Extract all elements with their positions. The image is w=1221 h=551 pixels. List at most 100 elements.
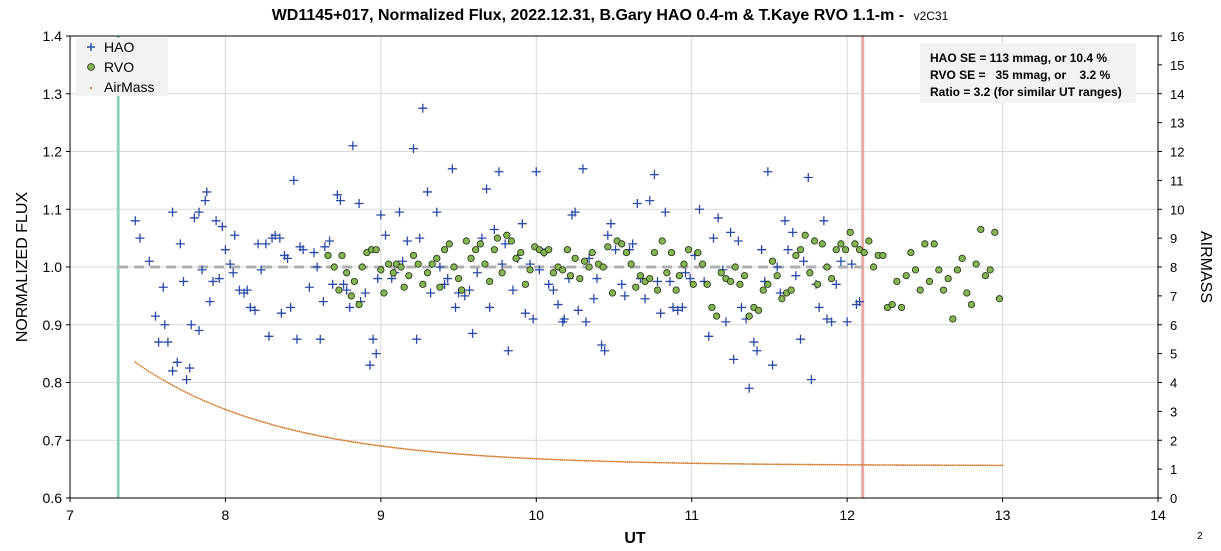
- airmass-point: [658, 461, 661, 464]
- rvo-point: [433, 254, 441, 262]
- airmass-point: [727, 462, 730, 465]
- hao-point: [418, 103, 428, 113]
- airmass-point: [639, 461, 642, 464]
- airmass-point: [623, 460, 625, 463]
- rvo-point: [350, 277, 359, 286]
- airmass-point: [382, 445, 385, 448]
- airmass-point: [755, 463, 758, 466]
- hao-point: [578, 164, 588, 174]
- airmass-point: [434, 451, 437, 453]
- x-axis-ticks: 7 8 9 10 11 12 13 14: [66, 498, 1166, 523]
- hao-point: [312, 262, 322, 272]
- airmass-point: [513, 456, 515, 459]
- hao-point: [415, 233, 425, 243]
- airmass-point: [865, 464, 868, 466]
- airmass-point: [693, 462, 696, 465]
- hao-series: [130, 103, 865, 393]
- airmass-point: [447, 452, 450, 455]
- hao-point: [208, 276, 218, 286]
- airmass-point: [856, 463, 858, 466]
- airmass-point: [940, 464, 942, 467]
- airmass-point: [734, 462, 737, 465]
- hao-point: [528, 314, 538, 324]
- airmass-point: [565, 459, 568, 461]
- airmass-point: [813, 463, 816, 466]
- airmass-point: [731, 462, 734, 465]
- airmass-point: [481, 454, 484, 457]
- airmass-point: [397, 447, 400, 450]
- airmass-point: [462, 453, 465, 456]
- hao-point: [508, 285, 518, 295]
- airmass-point: [490, 455, 493, 458]
- airmass-point: [313, 433, 316, 436]
- y2-tick-label: 16: [1170, 29, 1184, 44]
- airmass-point: [266, 422, 269, 425]
- airmass-point: [971, 464, 974, 467]
- airmass-point: [236, 413, 239, 415]
- airmass-point: [496, 455, 499, 458]
- airmass-point: [878, 464, 881, 466]
- legend: HAO RVO AirMass: [76, 38, 168, 96]
- airmass-point: [742, 463, 745, 465]
- y2-tick-label: 14: [1170, 87, 1184, 102]
- hao-point: [214, 274, 224, 284]
- airmass-point: [526, 457, 528, 460]
- hao-point: [534, 265, 544, 275]
- hao-point: [763, 167, 773, 177]
- y2-tick-label: 8: [1170, 260, 1177, 275]
- rvo-point: [622, 248, 631, 257]
- rvo-point: [939, 286, 948, 294]
- airmass-point: [406, 448, 409, 451]
- airmass-point: [637, 461, 640, 464]
- rvo-point: [571, 254, 579, 262]
- hao-point: [645, 196, 655, 206]
- airmass-point: [244, 415, 247, 418]
- airmass-point: [718, 462, 720, 465]
- airmass-point: [539, 458, 541, 460]
- airmass-point: [138, 363, 140, 366]
- airmass-point: [563, 459, 566, 461]
- airmass-point: [824, 463, 827, 466]
- rvo-point: [953, 266, 962, 274]
- airmass-point: [835, 463, 838, 466]
- y2-tick-label: 2: [1170, 433, 1177, 448]
- hao-point: [309, 248, 319, 258]
- rvo-point: [893, 277, 901, 286]
- rvo-point: [731, 263, 739, 271]
- airmass-point: [212, 403, 215, 406]
- airmass-point: [177, 387, 180, 390]
- airmass-point: [417, 449, 420, 452]
- airmass-point: [443, 451, 446, 454]
- hao-point: [729, 354, 739, 364]
- rvo-point: [944, 274, 952, 283]
- airmass-point: [358, 441, 360, 444]
- hao-point: [185, 363, 195, 373]
- hao-point: [589, 294, 599, 304]
- hao-point: [339, 279, 349, 289]
- airmass-point: [606, 460, 609, 463]
- airmass-point: [199, 398, 202, 401]
- hao-point: [620, 291, 630, 301]
- airmass-point: [141, 366, 144, 369]
- hao-point: [831, 279, 841, 289]
- airmass-point: [643, 461, 646, 464]
- airmass-point: [479, 454, 482, 457]
- airmass-point: [641, 461, 644, 464]
- airmass-point: [781, 463, 784, 466]
- airmass-point: [837, 463, 840, 466]
- airmass-point: [697, 462, 700, 465]
- airmass-point: [746, 463, 748, 465]
- rvo-series: [324, 225, 1004, 323]
- hao-point: [342, 285, 352, 295]
- y2-tick-label: 4: [1170, 376, 1177, 391]
- rvo-point: [708, 303, 716, 312]
- airmass-point: [311, 433, 314, 436]
- airmass-point: [740, 463, 743, 465]
- y2-tick-label: 12: [1170, 145, 1184, 160]
- airmass-point: [656, 461, 659, 464]
- airmass-point: [831, 463, 834, 466]
- rvo-point: [436, 283, 444, 291]
- rvo-point: [576, 274, 584, 283]
- airmass-series: [134, 361, 1004, 467]
- airmass-point: [253, 418, 256, 421]
